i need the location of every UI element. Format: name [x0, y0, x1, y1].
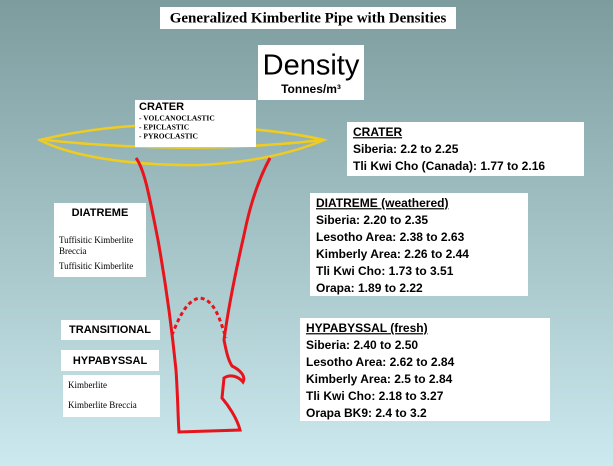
- crater-label-title: CRATER: [139, 101, 184, 113]
- diatreme-zone-title: DIATREME: [72, 207, 129, 219]
- crater-label-box: [135, 100, 256, 147]
- ghost-text: Pyroclastic: [282, 142, 318, 151]
- zone-item: Tuffisitic Kimberlite: [59, 235, 133, 245]
- density-box-title: DIATREME (weathered): [316, 196, 448, 210]
- transitional-box: [61, 320, 160, 340]
- crater-label-item: - EPICLASTIC: [139, 123, 189, 132]
- density-line: Tli Kwi Cho: 1.73 to 3.51: [316, 264, 454, 278]
- density-line: Lesotho Area: 2.62 to 2.84: [306, 355, 455, 369]
- density-line: Orapa: 1.89 to 2.22: [316, 281, 423, 295]
- zone-item: Kimberlite Breccia: [68, 400, 137, 410]
- crater-label-item: - VOLCANOCLASTIC: [139, 114, 215, 123]
- density-box: [347, 122, 584, 176]
- zone-item: Tuffisitic Kimberlite: [59, 261, 133, 271]
- density-line: Kimberly Area: 2.26 to 2.44: [316, 247, 469, 261]
- zone-item: Breccia: [59, 246, 86, 256]
- hypabyssal-zone-box: [61, 350, 159, 371]
- density-line: Siberia: 2.2 to 2.25: [353, 142, 459, 156]
- transitional-label: TRANSITIONAL: [69, 324, 151, 336]
- density-box: [310, 193, 528, 296]
- density-line: Siberia: 2.40 to 2.50: [306, 338, 418, 352]
- crater-label-item: - PYROCLASTIC: [139, 132, 198, 141]
- diatreme-zone-box: [54, 203, 146, 277]
- pipe-outline: [134, 157, 272, 434]
- density-line: Tli Kwi Cho (Canada): 1.77 to 2.16: [353, 159, 545, 173]
- density-box: [258, 45, 364, 100]
- title-box: [160, 7, 456, 29]
- hypabyssal-zone-title: HYPABYSSAL: [73, 355, 148, 367]
- density-unit: Tonnes/m³: [281, 82, 341, 96]
- title: Generalized Kimberlite Pipe with Densiti…: [170, 10, 447, 26]
- density-box-title: CRATER: [353, 125, 402, 139]
- density-line: Kimberly Area: 2.5 to 2.84: [306, 372, 453, 386]
- zone-item: Kimberlite: [68, 380, 107, 390]
- density-box: [300, 318, 550, 421]
- density-line: Siberia: 2.20 to 2.35: [316, 213, 428, 227]
- density-line: Tli Kwi Cho: 2.18 to 3.27: [306, 389, 444, 403]
- density-heading: Density: [263, 50, 360, 82]
- hypabyssal-items-box: [63, 375, 160, 417]
- density-line: Lesotho Area: 2.38 to 2.63: [316, 230, 465, 244]
- density-box-title: HYPABYSSAL (fresh): [306, 321, 428, 335]
- density-line: Orapa BK9: 2.4 to 3.2: [306, 406, 427, 420]
